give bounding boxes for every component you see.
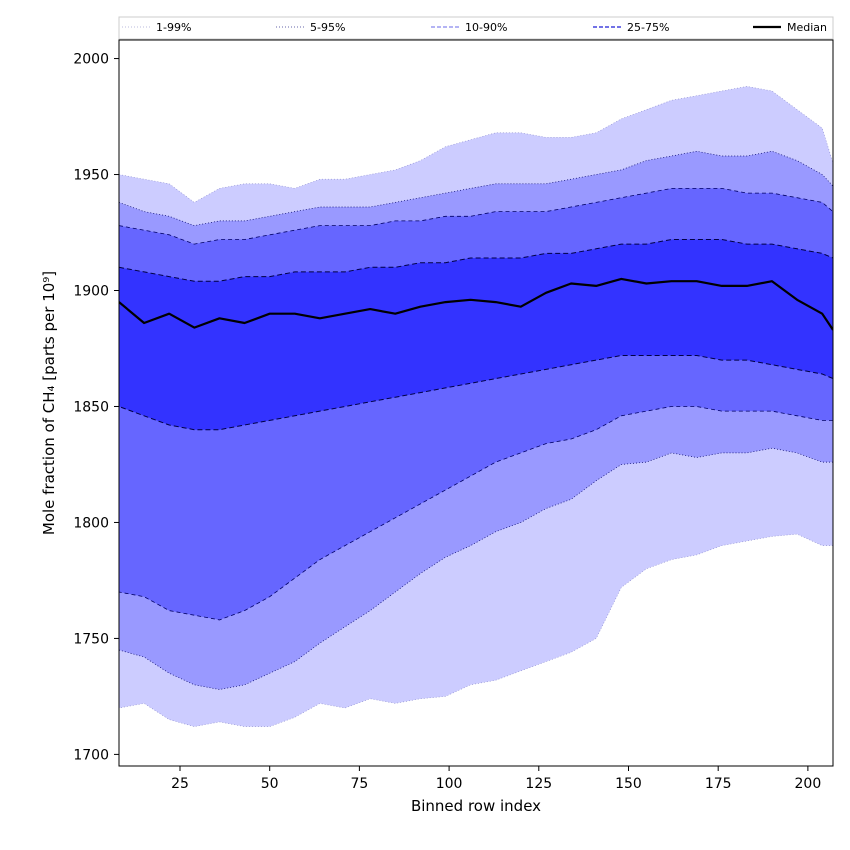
- y-tick-label: 1750: [73, 631, 109, 647]
- x-tick-label: 150: [615, 776, 642, 792]
- legend-label: 1-99%: [156, 21, 191, 34]
- y-tick-label: 1900: [73, 284, 109, 300]
- y-tick-label: 1700: [73, 747, 109, 763]
- legend-label: 5-95%: [310, 21, 345, 34]
- y-tick-label: 1950: [73, 168, 109, 184]
- y-tick-label: 2000: [73, 52, 109, 68]
- band-1-99-lower-edge: [119, 533, 833, 727]
- x-axis-title: Binned row index: [411, 797, 541, 815]
- y-axis-title: Mole fraction of CH₄ [parts per 10⁹]: [40, 271, 58, 535]
- band-1-99-upper-edge: [119, 86, 833, 203]
- x-tick-label: 200: [795, 776, 822, 792]
- x-tick-label: 125: [525, 776, 552, 792]
- median-layer: [119, 277, 833, 331]
- y-tick-label: 1850: [73, 399, 109, 415]
- band-5-95-upper-edge: [119, 150, 833, 226]
- legend-label: 10-90%: [465, 21, 507, 34]
- x-tick-label: 25: [171, 776, 189, 792]
- x-tick-label: 100: [436, 776, 463, 792]
- legend-frame: [118, 16, 834, 40]
- y-tick-label: 1800: [73, 515, 109, 531]
- band-25-75-lower-edge: [119, 355, 833, 431]
- x-tick-label: 175: [705, 776, 732, 792]
- legend-label: Median: [787, 21, 827, 34]
- band-25-75-area: [119, 239, 833, 430]
- band-25-75-upper-edge: [119, 239, 833, 282]
- x-tick-label: 50: [261, 776, 279, 792]
- x-tick-label: 75: [350, 776, 368, 792]
- plot-frame: [118, 39, 834, 767]
- bands-layer: [119, 86, 833, 727]
- band-10-90-lower-edge: [119, 406, 833, 621]
- x-axis: 25 50 75 100 125 150 175 200: [171, 766, 821, 792]
- y-axis: 1700 1750 1800 1850 1900 1950 2000: [73, 52, 119, 763]
- legend: 1-99% 5-95% 10-90% 25-75% Median: [118, 16, 834, 40]
- legend-label: 25-75%: [627, 21, 669, 34]
- median-line: [119, 277, 833, 331]
